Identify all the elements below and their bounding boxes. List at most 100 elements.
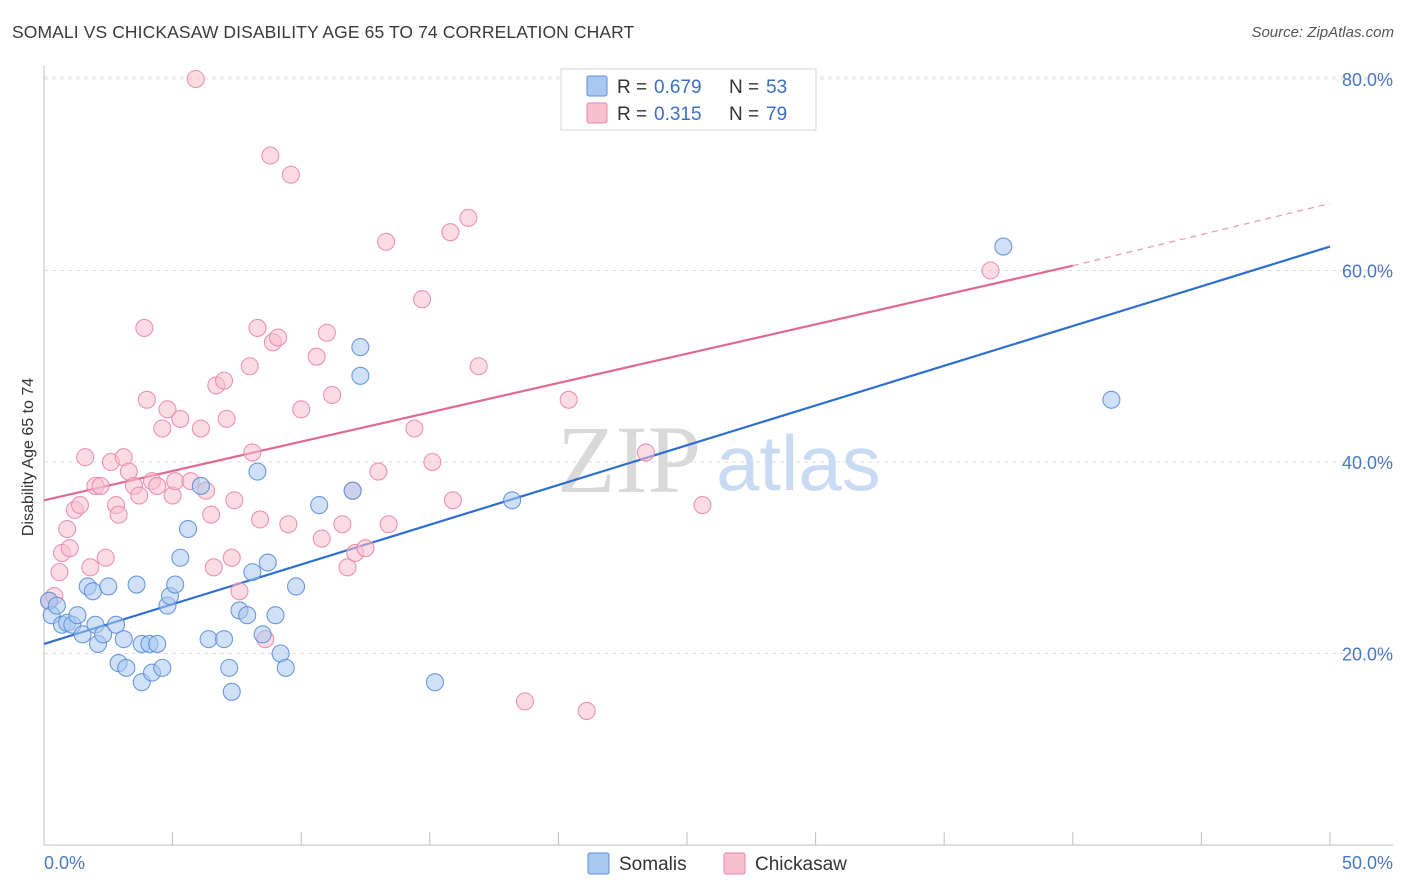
chickasaw-point[interactable] bbox=[317, 323, 336, 342]
somali-point[interactable] bbox=[343, 481, 362, 500]
chickasaw-point[interactable] bbox=[281, 165, 300, 184]
somali-point[interactable] bbox=[47, 596, 66, 615]
chickasaw-point[interactable] bbox=[423, 452, 442, 472]
chickasaw-point[interactable] bbox=[96, 548, 115, 567]
chickasaw-point[interactable] bbox=[202, 505, 221, 524]
chickasaw-point[interactable] bbox=[269, 328, 288, 347]
chickasaw-point[interactable] bbox=[377, 232, 396, 251]
chickasaw-point[interactable] bbox=[459, 208, 478, 227]
chickasaw-point[interactable] bbox=[279, 515, 298, 534]
somali-point[interactable] bbox=[153, 658, 172, 677]
chickasaw-point[interactable] bbox=[50, 563, 69, 582]
chickasaw-point[interactable] bbox=[307, 347, 326, 366]
chickasaw-point[interactable] bbox=[60, 539, 79, 558]
chickasaw-point[interactable] bbox=[186, 69, 205, 89]
somali-n-label: N = bbox=[729, 77, 759, 98]
chickasaw-point[interactable] bbox=[191, 419, 210, 438]
chickasaw-point[interactable] bbox=[333, 515, 352, 534]
chickasaw-point[interactable] bbox=[109, 505, 128, 524]
chickasaw-point[interactable] bbox=[577, 701, 596, 721]
chickasaw-point[interactable] bbox=[261, 146, 280, 165]
somali-point[interactable] bbox=[83, 582, 102, 601]
chickasaw-point[interactable] bbox=[240, 357, 259, 376]
somalis-legend-label[interactable]: Somalis bbox=[619, 854, 687, 875]
chickasaw-point[interactable] bbox=[981, 261, 1000, 280]
chickasaw-point[interactable] bbox=[250, 510, 270, 529]
y-tick-label-20: 20.0% bbox=[1342, 645, 1393, 665]
chickasaw-point[interactable] bbox=[70, 496, 90, 515]
chickasaw-point[interactable] bbox=[76, 448, 95, 467]
chickasaw-point[interactable] bbox=[166, 472, 185, 491]
chickasaw-point[interactable] bbox=[230, 582, 249, 601]
somali-point[interactable] bbox=[222, 682, 241, 701]
chickasaw-point[interactable] bbox=[413, 290, 432, 309]
somali-point[interactable] bbox=[99, 577, 118, 596]
chickasaw-point[interactable] bbox=[225, 491, 244, 510]
chickasaw-point[interactable] bbox=[693, 496, 712, 515]
somali-point[interactable] bbox=[276, 658, 295, 677]
chickasaw-legend-swatch-bottom[interactable] bbox=[723, 852, 746, 875]
somali-point[interactable] bbox=[106, 615, 126, 634]
somali-point[interactable] bbox=[220, 658, 239, 677]
somali-point[interactable] bbox=[238, 606, 257, 625]
chickasaw-point[interactable] bbox=[153, 419, 172, 438]
somali-point[interactable] bbox=[1102, 390, 1121, 409]
somali-point[interactable] bbox=[266, 606, 285, 625]
chickasaw-point[interactable] bbox=[469, 357, 488, 376]
somali-point[interactable] bbox=[117, 658, 136, 677]
somali-point[interactable] bbox=[243, 563, 262, 582]
chickasaw-point[interactable] bbox=[515, 692, 535, 711]
chickasaw-point[interactable] bbox=[379, 515, 398, 534]
somali-point[interactable] bbox=[178, 519, 198, 539]
chickasaw-point[interactable] bbox=[81, 558, 100, 577]
somali-point[interactable] bbox=[994, 237, 1013, 256]
chickasaw-point[interactable] bbox=[158, 400, 177, 419]
chickasaw-point[interactable] bbox=[292, 400, 311, 419]
chickasaw-point[interactable] bbox=[137, 390, 156, 409]
chickasaw-point[interactable] bbox=[405, 419, 424, 438]
somali-point[interactable] bbox=[258, 553, 277, 572]
chickasaw-point[interactable] bbox=[323, 385, 342, 405]
chickasaw-point[interactable] bbox=[243, 443, 262, 462]
chickasaw-point[interactable] bbox=[369, 462, 388, 481]
chickasaw-legend-label[interactable]: Chickasaw bbox=[755, 854, 847, 875]
somali-point[interactable] bbox=[68, 606, 87, 625]
somali-point[interactable] bbox=[310, 496, 329, 515]
chickasaw-point[interactable] bbox=[214, 371, 234, 390]
chickasaw-point[interactable] bbox=[148, 476, 167, 495]
chickasaw-point[interactable] bbox=[636, 443, 655, 462]
chickasaw-point[interactable] bbox=[356, 539, 375, 558]
somali-point[interactable] bbox=[351, 338, 370, 357]
chickasaw-point[interactable] bbox=[91, 476, 110, 495]
somali-point[interactable] bbox=[287, 577, 306, 596]
somali-point[interactable] bbox=[73, 625, 92, 644]
somali-point[interactable] bbox=[191, 476, 210, 495]
chickasaw-point[interactable] bbox=[217, 409, 236, 428]
chickasaw-point[interactable] bbox=[441, 223, 460, 242]
chickasaw-point[interactable] bbox=[222, 548, 241, 567]
chickasaw-point[interactable] bbox=[443, 491, 462, 510]
chickasaw-point[interactable] bbox=[204, 558, 223, 577]
chickasaw-point[interactable] bbox=[135, 318, 154, 338]
somali-point[interactable] bbox=[351, 366, 370, 385]
chickasaw-point[interactable] bbox=[559, 390, 578, 409]
chickasaw-point[interactable] bbox=[171, 409, 190, 428]
somali-point[interactable] bbox=[425, 673, 444, 692]
somali-point[interactable] bbox=[114, 630, 133, 649]
somali-point[interactable] bbox=[148, 634, 167, 653]
somali-point[interactable] bbox=[94, 625, 113, 644]
somali-point[interactable] bbox=[171, 548, 190, 567]
somali-point[interactable] bbox=[214, 630, 234, 649]
somali-point[interactable] bbox=[127, 575, 146, 594]
chickasaw-point[interactable] bbox=[312, 529, 331, 548]
somali-point[interactable] bbox=[199, 630, 218, 649]
chickasaw-point[interactable] bbox=[338, 558, 357, 577]
somali-point[interactable] bbox=[503, 491, 522, 510]
somalis-legend-swatch[interactable] bbox=[587, 852, 610, 875]
chickasaw-point[interactable] bbox=[130, 486, 149, 505]
somali-point[interactable] bbox=[248, 462, 267, 481]
somali-point[interactable] bbox=[166, 575, 185, 594]
chickasaw-point[interactable] bbox=[248, 318, 267, 338]
chickasaw-point[interactable] bbox=[58, 519, 77, 539]
somali-point[interactable] bbox=[253, 625, 272, 644]
